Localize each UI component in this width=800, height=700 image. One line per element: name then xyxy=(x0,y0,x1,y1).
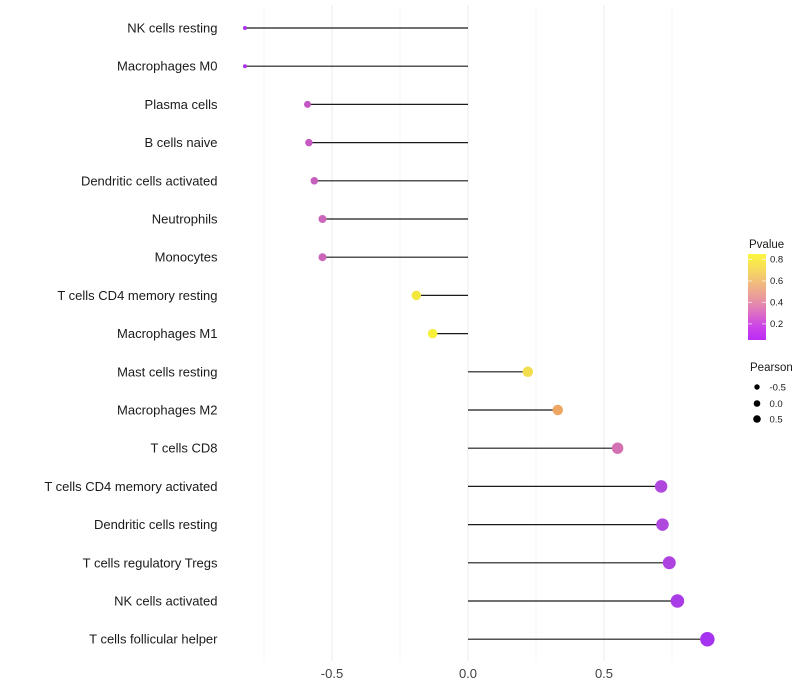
pvalue-colorbar xyxy=(748,254,766,340)
lollipop-row: Mast cells resting xyxy=(117,364,534,379)
lollipop-dot xyxy=(611,442,624,454)
pvalue-tick-label: 0.6 xyxy=(770,276,783,287)
category-label: Macrophages M2 xyxy=(117,403,217,418)
lollipop-row: T cells follicular helper xyxy=(89,631,715,647)
category-label: Monocytes xyxy=(155,250,218,265)
pearson-legend: Pearson -0.5 0.0 0.5 xyxy=(750,362,793,425)
lollipop-row: T cells CD8 xyxy=(151,441,624,456)
lollipop-dot xyxy=(305,138,313,147)
lollipop-dot xyxy=(310,177,319,185)
lollipop-dot xyxy=(304,100,312,108)
category-label: Macrophages M1 xyxy=(117,326,217,341)
category-label: Mast cells resting xyxy=(117,364,217,379)
lollipop-row: Monocytes xyxy=(155,250,468,265)
lollipop-row: B cells naive xyxy=(145,135,468,150)
x-tick-label: 0.5 xyxy=(595,666,613,681)
lollipop-dot xyxy=(318,215,327,223)
lollipop-dot xyxy=(242,64,247,69)
lollipop-row: T cells CD4 memory resting xyxy=(57,288,468,303)
category-label: T cells CD8 xyxy=(151,441,218,456)
category-label: Neutrophils xyxy=(152,212,218,227)
lollipop-row: Dendritic cells activated xyxy=(81,173,468,188)
category-label: Plasma cells xyxy=(145,97,218,112)
category-label: T cells regulatory Tregs xyxy=(83,555,218,570)
lollipop-dot xyxy=(427,328,438,339)
lollipop-rows: NK cells resting Macrophages M0 Plasma cel… xyxy=(44,21,715,647)
category-label: Macrophages M0 xyxy=(117,59,217,74)
lollipop-row: T cells regulatory Tregs xyxy=(83,555,676,570)
category-label: B cells naive xyxy=(145,135,218,150)
lollipop-row: Macrophages M2 xyxy=(117,403,564,418)
pvalue-tick-label: 0.8 xyxy=(770,255,783,266)
lollipop-row: T cells CD4 memory activated xyxy=(44,479,668,494)
x-tick-label: -0.5 xyxy=(321,666,343,681)
pearson-legend-dot xyxy=(753,400,761,407)
category-label: T cells CD4 memory resting xyxy=(57,288,217,303)
pearson-legend-label: 0.5 xyxy=(770,414,783,425)
pvalue-legend: Pvalue 0.8 0.6 0.4 0.2 xyxy=(748,239,784,340)
lollipop-dot xyxy=(242,26,247,30)
lollipop-row: NK cells activated xyxy=(114,594,685,609)
lollipop-dot xyxy=(662,556,676,570)
lollipop-dot xyxy=(552,404,564,416)
pearson-legend-label: 0.0 xyxy=(770,399,783,410)
lollipop-dot xyxy=(318,253,327,262)
lollipop-row: Macrophages M1 xyxy=(117,326,468,341)
category-label: T cells follicular helper xyxy=(89,632,218,647)
pearson-legend-dot xyxy=(753,415,761,423)
pearson-legend-label: -0.5 xyxy=(770,382,786,393)
lollipop-row: NK cells resting xyxy=(127,21,468,36)
pvalue-tick-label: 0.2 xyxy=(770,319,783,330)
lollipop-dot xyxy=(656,518,669,531)
lollipop-row: Plasma cells xyxy=(145,97,468,112)
x-tick-label: 0.0 xyxy=(459,666,477,681)
lollipop-row: Dendritic cells resting xyxy=(94,517,669,532)
lollipop-dot xyxy=(700,631,715,647)
lollipop-dot xyxy=(411,290,422,301)
lollipop-dot xyxy=(654,480,668,493)
x-axis: -0.5 0.0 0.5 xyxy=(321,666,613,681)
category-label: NK cells resting xyxy=(127,21,217,36)
lollipop-row: Macrophages M0 xyxy=(117,59,468,74)
category-label: Dendritic cells activated xyxy=(81,173,218,188)
category-label: Dendritic cells resting xyxy=(94,517,218,532)
pvalue-tick-label: 0.4 xyxy=(770,298,783,309)
pvalue-legend-title: Pvalue xyxy=(749,239,784,251)
lollipop-dot xyxy=(522,366,534,378)
pearson-legend-title: Pearson xyxy=(750,362,793,374)
pearson-legend-dot xyxy=(754,384,760,390)
category-label: T cells CD4 memory activated xyxy=(44,479,217,494)
lollipop-dot xyxy=(670,594,685,608)
lollipop-row: Neutrophils xyxy=(152,212,468,227)
category-label: NK cells activated xyxy=(114,594,217,609)
